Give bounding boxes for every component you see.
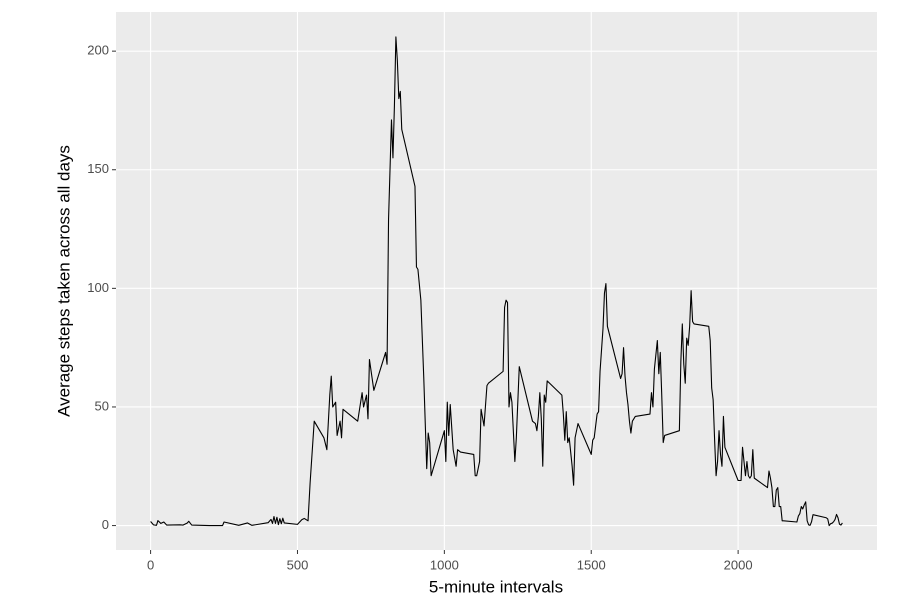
panel — [116, 12, 877, 550]
y-axis-title: Average steps taken across all days — [54, 145, 73, 417]
x-tick-label: 500 — [287, 557, 309, 572]
y-tick-label: 0 — [102, 517, 109, 532]
y-tick-label: 100 — [87, 280, 109, 295]
x-tick-label: 1500 — [577, 557, 606, 572]
y-tick-label: 50 — [95, 398, 109, 413]
y-tick-label: 150 — [87, 161, 109, 176]
x-tick-label: 1000 — [430, 557, 459, 572]
x-tick-label: 0 — [147, 557, 154, 572]
x-axis-title: 5-minute intervals — [429, 577, 563, 596]
x-tick-label: 2000 — [724, 557, 753, 572]
line — [150, 36, 843, 527]
y-tick-label: 200 — [87, 43, 109, 58]
